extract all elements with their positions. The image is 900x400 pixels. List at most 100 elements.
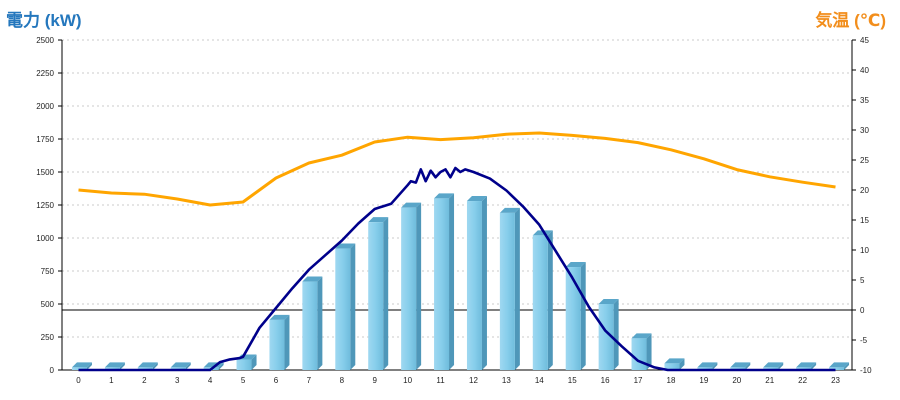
bar-top xyxy=(368,217,389,223)
x-tick-label: 13 xyxy=(502,376,511,385)
bar-side xyxy=(481,196,487,370)
bar-top xyxy=(104,362,125,368)
bar-side xyxy=(86,362,92,370)
bar-top xyxy=(302,276,323,282)
bar-side xyxy=(613,299,619,370)
bar-side xyxy=(416,202,422,370)
bar-side xyxy=(745,362,751,370)
bar xyxy=(302,281,318,370)
x-tick-label: 2 xyxy=(142,376,147,385)
bar-top xyxy=(434,193,455,199)
bar xyxy=(466,201,482,370)
x-tick-label: 1 xyxy=(109,376,114,385)
bar-side xyxy=(547,230,553,370)
bar xyxy=(236,359,252,370)
bar xyxy=(335,248,351,370)
bar-side xyxy=(218,362,224,370)
bar-side xyxy=(284,314,290,370)
right-axis-title: 気温 (℃) xyxy=(815,11,886,30)
bar-top xyxy=(466,196,487,202)
bar-top xyxy=(499,207,520,213)
bar xyxy=(697,367,713,370)
left-tick-label: 1750 xyxy=(36,135,54,144)
bar-top xyxy=(335,243,356,249)
left-tick-label: 500 xyxy=(41,300,55,309)
bar-side xyxy=(449,193,455,370)
left-tick-label: 1250 xyxy=(36,201,54,210)
right-tick-label: 45 xyxy=(860,36,869,45)
x-tick-label: 9 xyxy=(372,376,377,385)
x-tick-label: 22 xyxy=(798,376,807,385)
x-tick-label: 18 xyxy=(667,376,676,385)
bar xyxy=(730,367,746,370)
temperature-line xyxy=(78,131,836,207)
bar-top xyxy=(532,230,553,236)
bar-side xyxy=(580,262,586,370)
x-tick-label: 3 xyxy=(175,376,180,385)
bar-top xyxy=(269,314,290,320)
bar xyxy=(137,367,153,370)
left-tick-label: 1000 xyxy=(36,234,54,243)
right-tick-label: 20 xyxy=(860,186,869,195)
bar xyxy=(763,367,779,370)
bar-top xyxy=(763,362,784,368)
bar-top xyxy=(796,362,817,368)
bar-side xyxy=(778,362,784,370)
x-tick-label: 7 xyxy=(307,376,312,385)
bar-top xyxy=(730,362,751,368)
x-tick-label: 12 xyxy=(469,376,478,385)
left-tick-label: 2250 xyxy=(36,69,54,78)
bar-side xyxy=(185,362,191,370)
x-tick-label: 14 xyxy=(535,376,544,385)
bar xyxy=(170,367,186,370)
right-tick-label: 5 xyxy=(860,276,865,285)
bar-side xyxy=(712,362,718,370)
left-tick-label: 2500 xyxy=(36,36,54,45)
x-tick-label: 19 xyxy=(699,376,708,385)
x-tick-label: 10 xyxy=(403,376,412,385)
bar-side xyxy=(646,333,652,370)
bar-side xyxy=(152,362,158,370)
right-tick-label: 30 xyxy=(860,126,869,135)
x-tick-label: 21 xyxy=(765,376,774,385)
left-tick-label: 250 xyxy=(41,333,55,342)
right-tick-label: -10 xyxy=(860,366,872,375)
bar-side xyxy=(119,362,125,370)
bar-top xyxy=(401,202,422,208)
right-tick-label: 40 xyxy=(860,66,869,75)
bar-side xyxy=(383,217,389,370)
bar xyxy=(532,235,548,370)
bar-side xyxy=(350,243,356,370)
left-tick-label: 1500 xyxy=(36,168,54,177)
bar-side xyxy=(679,358,685,370)
bar xyxy=(434,198,450,370)
x-tick-label: 6 xyxy=(274,376,279,385)
bar xyxy=(71,367,87,370)
x-tick-label: 16 xyxy=(601,376,610,385)
bar-top xyxy=(71,362,92,368)
bar xyxy=(829,367,845,370)
power-line xyxy=(78,166,836,372)
bar-top xyxy=(697,362,718,368)
x-tick-label: 5 xyxy=(241,376,246,385)
bar-top xyxy=(170,362,191,368)
x-tick-label: 20 xyxy=(732,376,741,385)
bar-side xyxy=(317,276,323,370)
bar-side xyxy=(514,207,520,370)
bar-side xyxy=(844,362,850,370)
x-tick-label: 4 xyxy=(208,376,213,385)
bar-top xyxy=(631,333,652,339)
bar xyxy=(269,319,285,370)
left-axis-title: 電力 (kW) xyxy=(6,11,82,30)
bar-top xyxy=(598,299,619,304)
left-tick-label: 750 xyxy=(41,267,55,276)
right-tick-label: 10 xyxy=(860,246,869,255)
bar xyxy=(598,304,614,370)
bar-top xyxy=(137,362,158,368)
right-tick-label: -5 xyxy=(860,336,868,345)
left-tick-label: 0 xyxy=(50,366,55,375)
x-tick-label: 15 xyxy=(568,376,577,385)
right-tick-label: 0 xyxy=(860,306,865,315)
right-tick-label: 35 xyxy=(860,96,869,105)
